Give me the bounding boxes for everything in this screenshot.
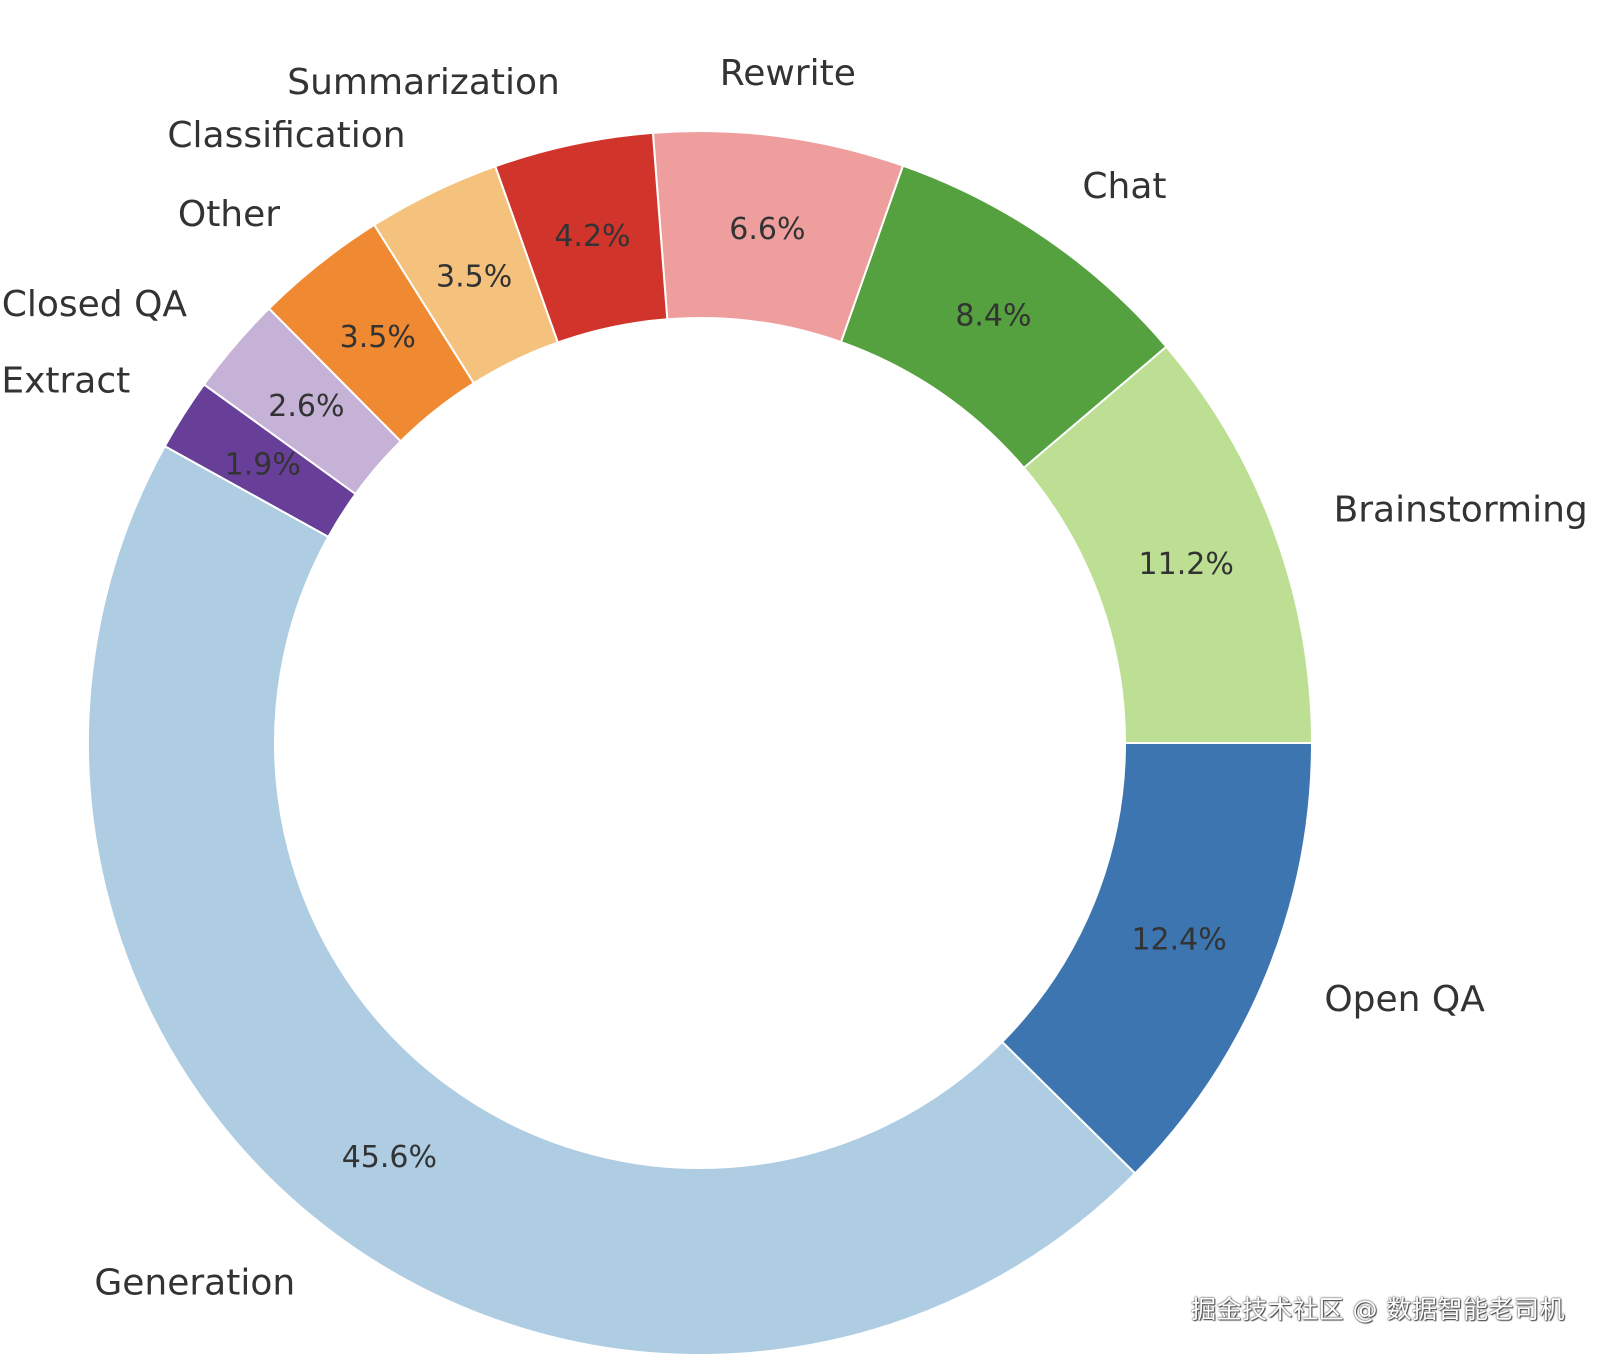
slice-open-qa <box>1000 742 1314 1175</box>
watermark: 掘金技术社区 @ 数据智能老司机 <box>1191 1295 1565 1324</box>
slice-generation <box>87 444 1137 1354</box>
category-label-classification: Classification <box>167 115 405 156</box>
pct-label-classification: 3.5% <box>436 259 512 294</box>
pct-label-rewrite: 6.6% <box>729 212 805 247</box>
category-label-other: Other <box>178 194 280 235</box>
pct-label-closed-qa: 2.6% <box>268 389 344 424</box>
pct-label-brainstorming: 11.2% <box>1139 547 1234 582</box>
category-label-extract: Extract <box>1 360 130 401</box>
category-label-generation: Generation <box>94 1263 295 1304</box>
category-label-closed-qa: Closed QA <box>2 284 188 325</box>
category-label-open-qa: Open QA <box>1324 979 1485 1020</box>
pct-label-open-qa: 12.4% <box>1131 922 1226 957</box>
category-label-brainstorming: Brainstorming <box>1334 490 1588 531</box>
category-label-chat: Chat <box>1082 166 1166 207</box>
pct-label-extract: 1.9% <box>225 448 301 483</box>
pct-label-other: 3.5% <box>340 320 416 355</box>
pct-label-generation: 45.6% <box>342 1140 437 1175</box>
category-label-summarization: Summarization <box>287 62 560 103</box>
slices-group <box>87 130 1314 1354</box>
pct-label-summarization: 4.2% <box>554 219 630 254</box>
percentage-labels: 11.2% 8.4% 6.6% 4.2% 3.5% 3.5% 2.6% 1.9% 45.6% 12… <box>225 212 1234 1175</box>
category-labels: Brainstorming Chat Rewrite Summarization Cla… <box>1 53 1587 1303</box>
category-label-rewrite: Rewrite <box>720 53 856 94</box>
pct-label-chat: 8.4% <box>955 299 1031 334</box>
